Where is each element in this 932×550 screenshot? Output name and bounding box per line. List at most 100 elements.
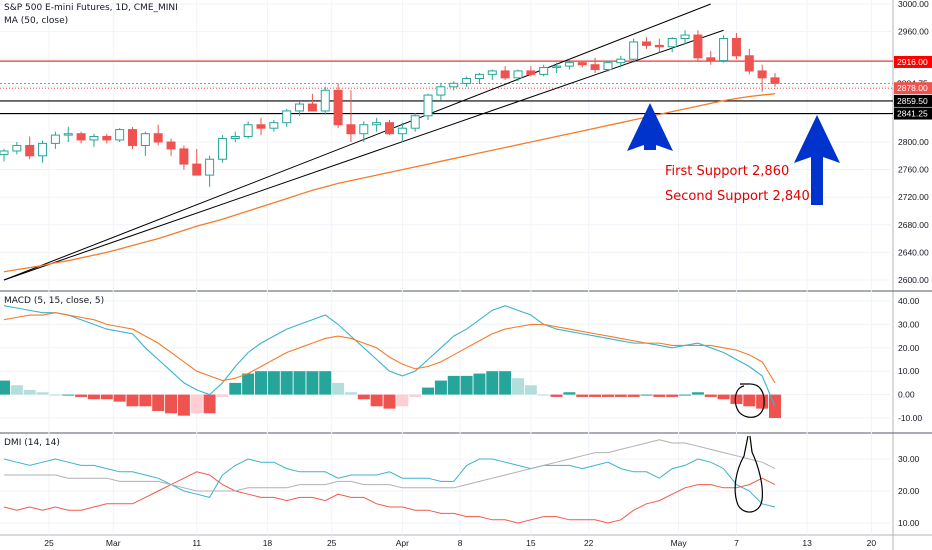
candle-body: [552, 65, 562, 68]
first-support-annotation: First Support 2,860: [665, 164, 790, 179]
candle-body: [436, 86, 446, 96]
macd-histogram-bar: [743, 394, 756, 407]
macd-histogram-bar: [216, 394, 229, 397]
candle-body: [128, 129, 137, 146]
macd-histogram-bar: [152, 394, 165, 411]
price-tick-label: 2800.00: [898, 137, 929, 147]
candle-body: [513, 70, 523, 79]
candle-body: [423, 94, 433, 117]
second-support-annotation: Second Support 2,840: [665, 189, 810, 204]
macd-histogram-bar: [409, 394, 422, 397]
macd-tick-label: 30.00: [898, 319, 920, 329]
macd-tick-label: 0.00: [898, 390, 915, 400]
macd-histogram-bar: [434, 380, 447, 395]
candle-body: [667, 38, 677, 48]
macd-histogram-bar: [203, 394, 216, 414]
x-tick-label: May: [671, 538, 688, 548]
macd-histogram-bar: [666, 394, 679, 397]
trend-line: [3, 3, 711, 281]
x-tick-label: Apr: [396, 538, 409, 548]
first-support-arrow: [627, 103, 673, 151]
macd-histogram-bar: [537, 394, 550, 396]
candle-body: [166, 141, 176, 150]
candle-body: [706, 57, 716, 62]
dmi-tick-label: 20.00: [898, 486, 920, 496]
x-tick-label: 13: [802, 538, 812, 548]
candle-body: [590, 64, 600, 71]
macd-histogram-bar: [640, 394, 653, 396]
macd-histogram-bar: [0, 380, 10, 395]
candle-body: [295, 103, 305, 112]
macd-histogram-bar: [165, 394, 178, 414]
chart-title: S&P 500 E-mini Futures, 1D, CME_MINI: [4, 3, 178, 13]
candle-body: [603, 62, 613, 71]
macd-histogram-bar: [627, 394, 640, 397]
x-tick-label: 11: [192, 538, 201, 548]
candle-body: [539, 66, 549, 75]
candle-body: [731, 38, 741, 57]
macd-histogram-bar: [306, 371, 319, 395]
candle-body: [642, 41, 651, 46]
macd-histogram-bar: [126, 394, 139, 407]
candle-body: [25, 144, 35, 157]
macd-histogram-bar: [177, 394, 190, 416]
macd-histogram-bar: [550, 394, 563, 397]
candle-body: [63, 133, 73, 136]
candle-body: [153, 133, 163, 143]
macd-histogram-bar: [383, 394, 396, 409]
candle-body: [500, 70, 510, 79]
candle-body: [217, 138, 227, 160]
macd-histogram-bar: [589, 394, 602, 397]
candle-body: [140, 133, 150, 146]
candle-body: [397, 127, 407, 135]
price-label-text: 2878.00: [897, 83, 928, 93]
signal-line: [3, 312, 776, 384]
price-tick-label: 3000.00: [898, 0, 929, 9]
dmi-tick-label: 30.00: [898, 454, 920, 464]
macd-histogram-bar: [704, 394, 717, 397]
macd-histogram-bar: [10, 385, 23, 395]
macd-histogram-bar: [36, 392, 49, 395]
dmi-tick-label: 10.00: [898, 518, 920, 528]
candle-body: [282, 110, 292, 124]
candle-body: [719, 38, 729, 62]
candle-body: [757, 70, 767, 79]
dmi-legend: DMI (14, 14): [4, 438, 60, 448]
macd-histogram-bar: [100, 394, 113, 400]
candle-body: [50, 134, 60, 144]
macd-histogram-bar: [357, 394, 370, 400]
plus-di-line: [3, 458, 776, 508]
macd-histogram-bar: [319, 371, 332, 395]
macd-histogram-bar: [75, 394, 88, 397]
macd-tick-label: 20.00: [898, 343, 920, 353]
candle-body: [256, 124, 266, 129]
candle-body: [526, 70, 536, 75]
x-tick-label: 15: [526, 538, 536, 548]
macd-tick-label: 10.00: [898, 366, 920, 376]
candle-body: [102, 135, 112, 141]
ma-legend: MA (50, close): [4, 16, 69, 26]
macd-histogram-bar: [499, 371, 512, 395]
candle-body: [616, 58, 626, 64]
x-tick-label: 7: [734, 538, 739, 548]
candle-body: [680, 34, 690, 39]
price-tick-label: 2600.00: [898, 275, 929, 285]
candle-body: [474, 73, 484, 80]
macd-histogram-bar: [255, 371, 267, 395]
macd-histogram-bar: [576, 394, 589, 397]
macd-legend: MACD (5, 15, close, 5): [4, 296, 105, 306]
macd-histogram-bar: [113, 394, 126, 402]
candle-body: [307, 103, 317, 112]
macd-histogram-bar: [396, 394, 409, 407]
x-tick-label: 22: [584, 538, 594, 548]
macd-histogram-bar: [242, 373, 255, 395]
candle-body: [462, 78, 472, 84]
macd-tick-label: 40.00: [898, 296, 920, 306]
candle-body: [385, 122, 394, 135]
candle-body: [410, 115, 420, 129]
price-label-box: [894, 94, 932, 107]
candle-body: [269, 122, 279, 129]
macd-histogram-bar: [756, 394, 769, 409]
